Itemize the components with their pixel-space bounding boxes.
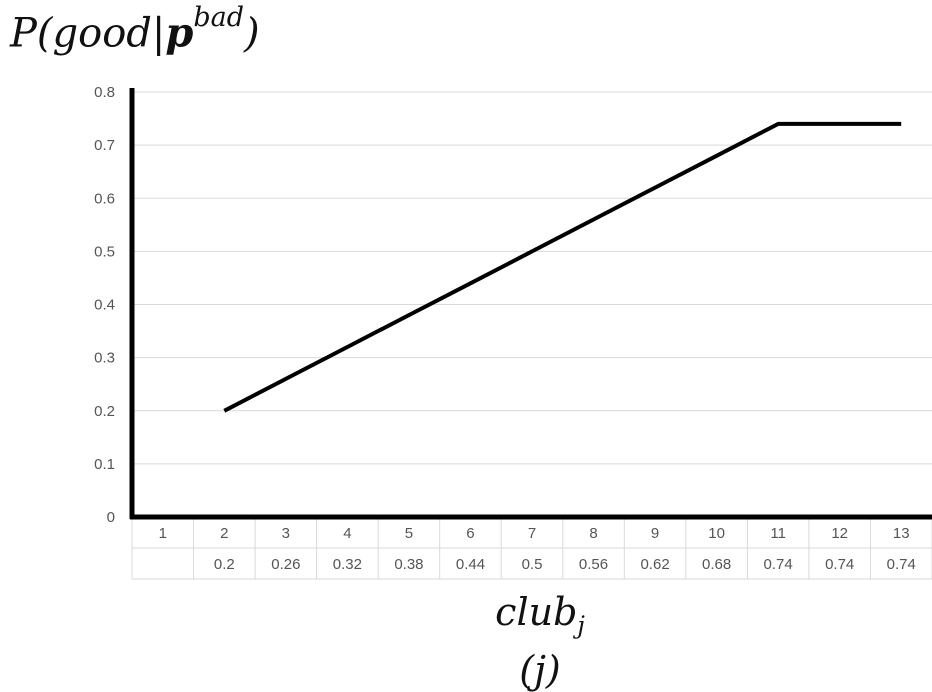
data-line [224, 124, 901, 411]
x-tick-label: 10 [708, 525, 725, 542]
x-tick-label: 8 [589, 525, 597, 542]
y-tick-label: 0.8 [94, 84, 115, 101]
data-table-cell: 0.38 [394, 556, 423, 573]
data-table-cell: 0.62 [640, 556, 669, 573]
x-tick-label: 11 [770, 525, 786, 542]
y-tick-label: 0.4 [94, 297, 115, 314]
x-tick-label: 13 [893, 525, 910, 542]
x-tick-label: 5 [405, 525, 413, 542]
data-table-cell: 0.74 [764, 556, 793, 573]
y-tick-label: 0.7 [94, 137, 115, 154]
x-tick-label: 12 [831, 525, 848, 542]
data-table-cell: 0.44 [456, 556, 485, 573]
x-tick-label: 6 [466, 525, 474, 542]
y-tick-label: 0.6 [94, 190, 115, 207]
data-table-cell: 0.2 [214, 556, 235, 573]
x-tick-label: 1 [159, 525, 167, 542]
data-table-cell: 0.32 [333, 556, 362, 573]
x-tick-label: 2 [220, 525, 228, 542]
data-table-cell: 0.68 [702, 556, 731, 573]
x-tick-label: 4 [343, 525, 351, 542]
x-tick-label: 9 [651, 525, 659, 542]
x-axis-label-main: clubj [440, 590, 640, 648]
data-table-cell: 0.74 [825, 556, 854, 573]
y-tick-label: 0.1 [94, 456, 115, 473]
data-table-cell: 0.26 [271, 556, 300, 573]
y-tick-label: 0.5 [94, 243, 115, 260]
x-axis-label-main-text: club [495, 590, 577, 634]
data-table-cell: 0.74 [887, 556, 916, 573]
x-tick-label: 3 [282, 525, 290, 542]
y-tick-label: 0.3 [94, 350, 115, 367]
y-tick-label: 0 [107, 509, 115, 526]
x-tick-label: 7 [528, 525, 536, 542]
x-axis-label: clubj (j) [440, 590, 640, 692]
data-table-cell: 0.5 [522, 556, 543, 573]
x-axis-label-second-line: (j) [440, 648, 640, 692]
data-table-cell: 0.56 [579, 556, 608, 573]
x-axis-label-sub: j [577, 612, 584, 640]
y-tick-label: 0.2 [94, 403, 115, 420]
